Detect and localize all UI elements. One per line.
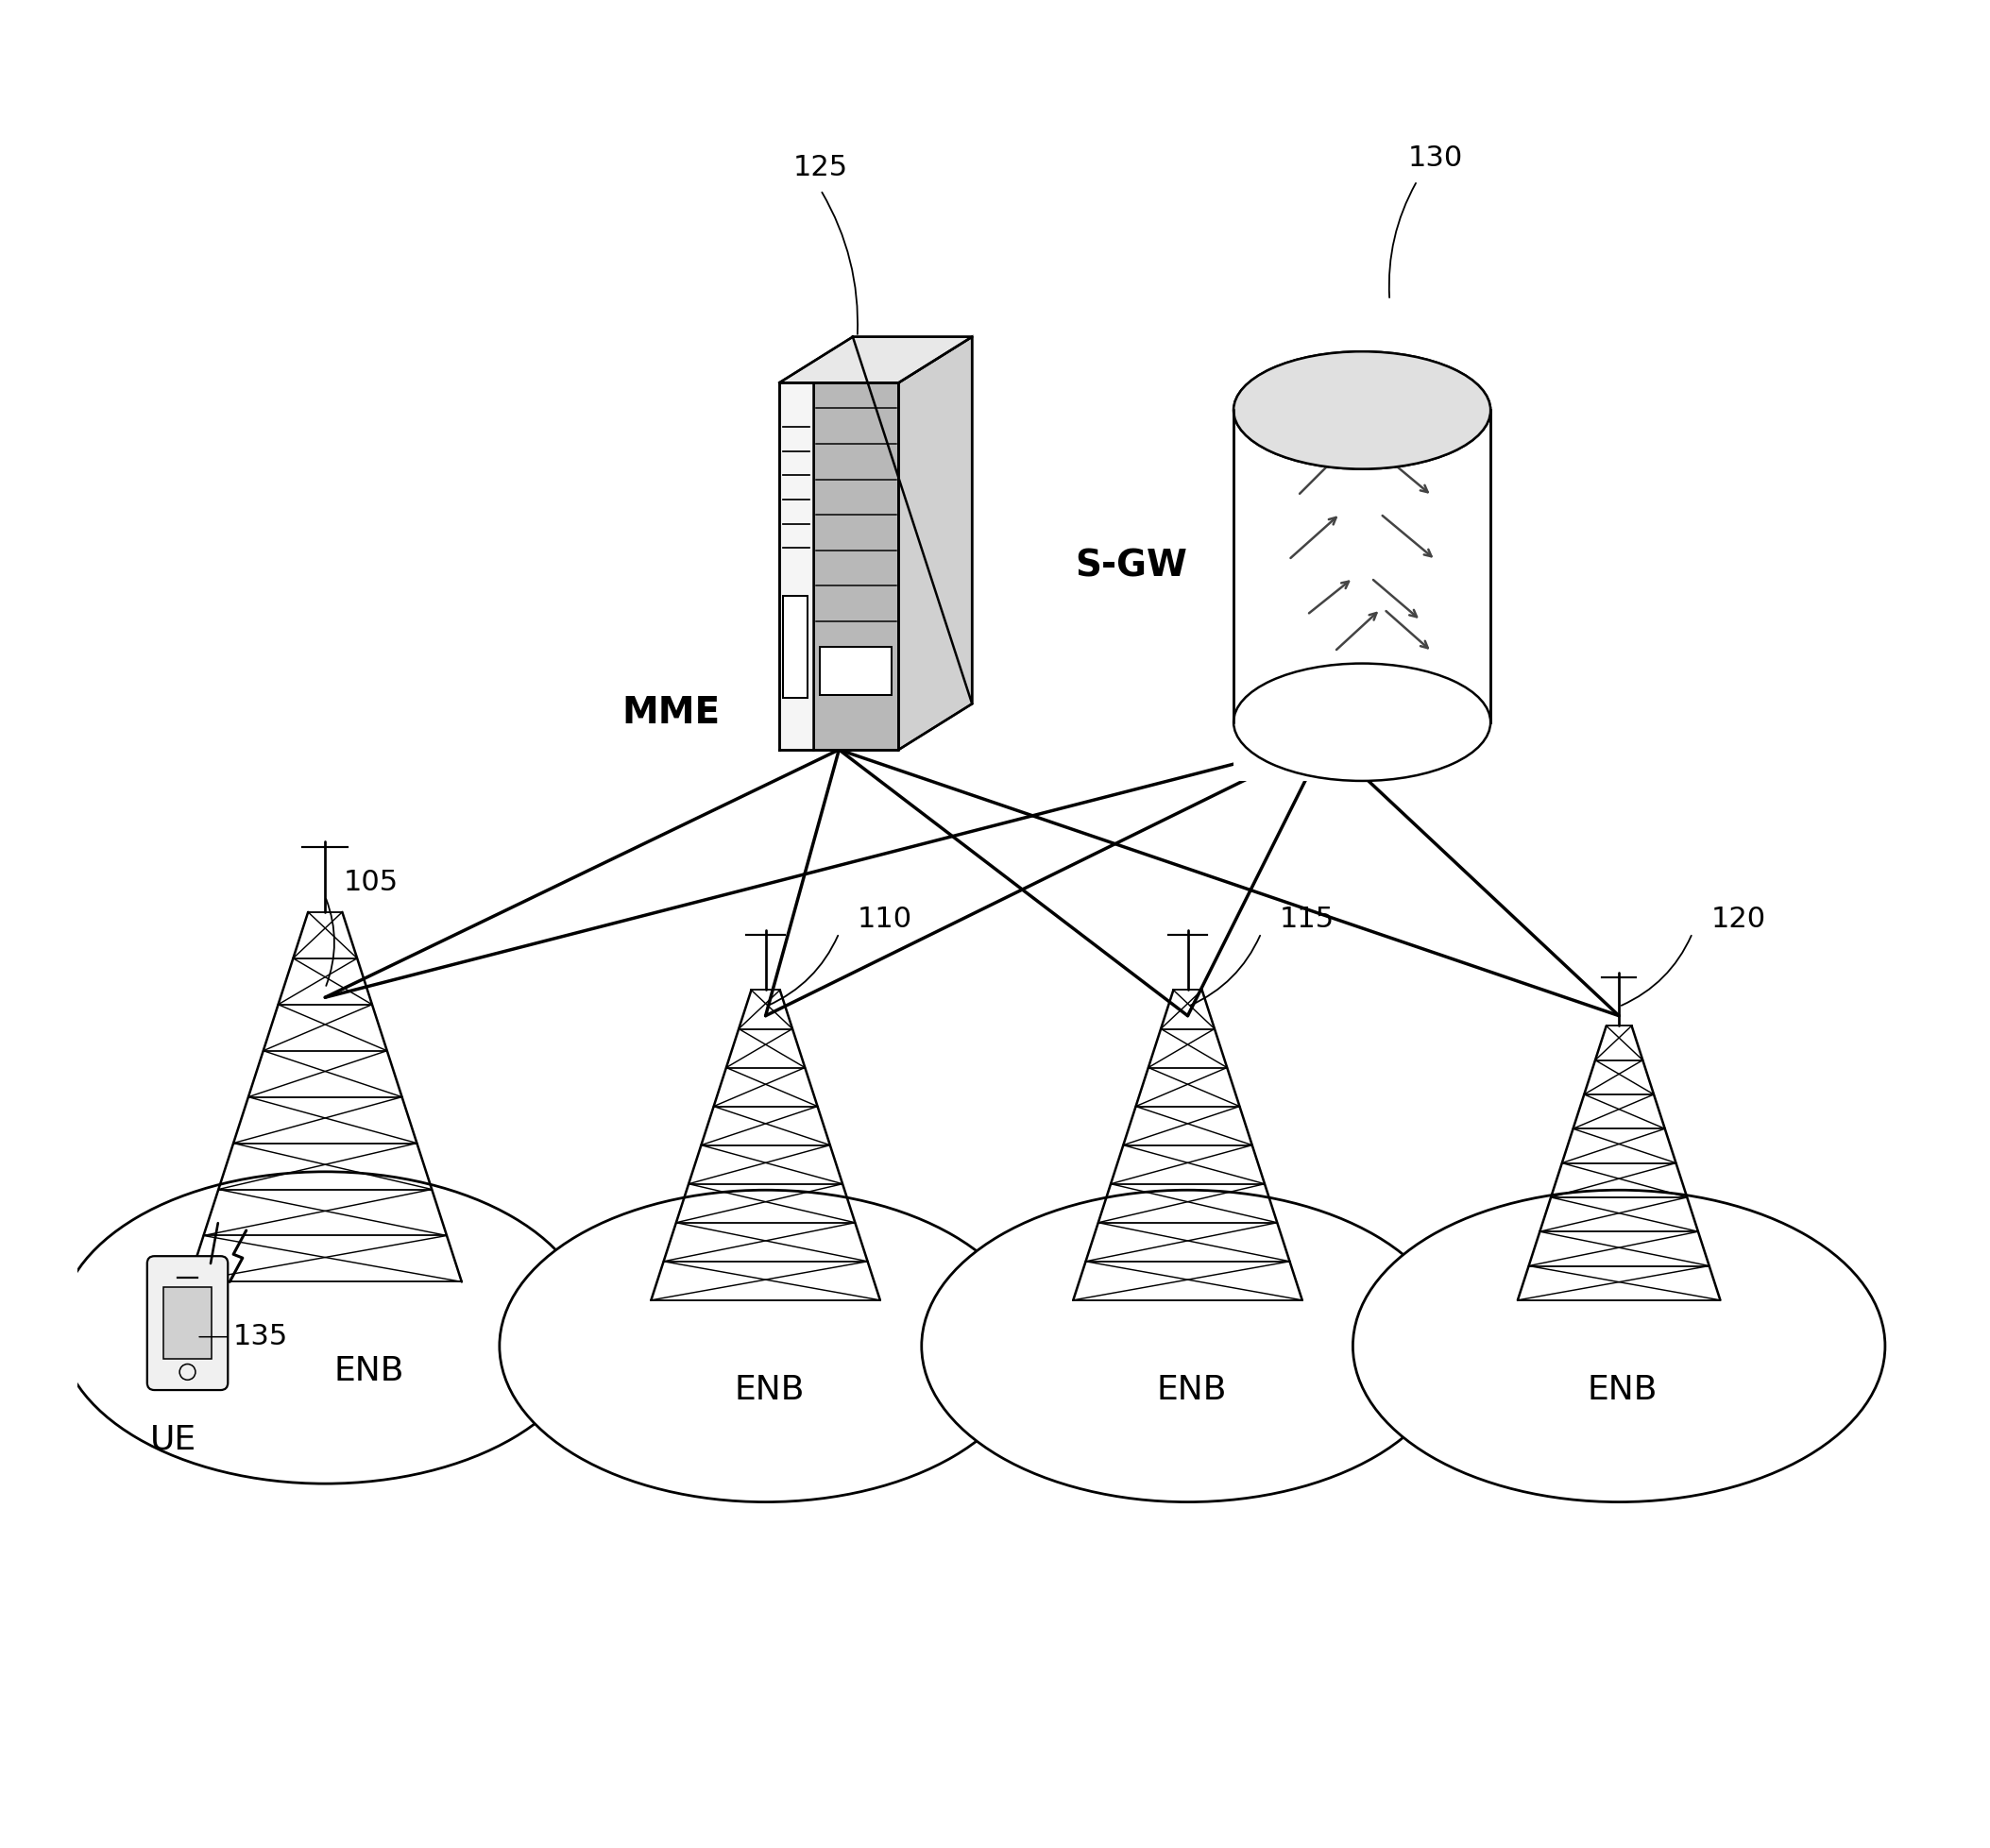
Text: S-GW: S-GW: [1075, 549, 1188, 584]
FancyBboxPatch shape: [163, 1288, 211, 1358]
Text: MME: MME: [621, 695, 720, 732]
Text: 130: 130: [1409, 144, 1463, 172]
Text: 115: 115: [1280, 906, 1335, 933]
Text: ENB: ENB: [734, 1373, 804, 1406]
FancyBboxPatch shape: [1234, 410, 1491, 723]
Text: 110: 110: [858, 906, 911, 933]
Text: 105: 105: [344, 869, 398, 896]
Text: UE: UE: [149, 1423, 197, 1454]
Ellipse shape: [1234, 351, 1491, 469]
Text: ENB: ENB: [1156, 1373, 1226, 1406]
FancyBboxPatch shape: [1234, 410, 1491, 782]
Ellipse shape: [499, 1190, 1031, 1502]
Polygon shape: [780, 336, 971, 383]
Ellipse shape: [1353, 1190, 1885, 1502]
Polygon shape: [899, 336, 971, 750]
Ellipse shape: [60, 1172, 591, 1484]
FancyBboxPatch shape: [782, 595, 808, 699]
Text: 125: 125: [794, 153, 848, 181]
Polygon shape: [812, 383, 899, 750]
Ellipse shape: [1234, 351, 1491, 469]
Polygon shape: [780, 383, 812, 750]
Text: 120: 120: [1711, 906, 1765, 933]
FancyBboxPatch shape: [147, 1257, 229, 1390]
Text: 135: 135: [233, 1323, 289, 1351]
Text: ENB: ENB: [334, 1355, 404, 1388]
Text: ENB: ENB: [1588, 1373, 1658, 1406]
Ellipse shape: [921, 1190, 1455, 1502]
FancyBboxPatch shape: [820, 647, 892, 695]
Ellipse shape: [1234, 663, 1491, 782]
